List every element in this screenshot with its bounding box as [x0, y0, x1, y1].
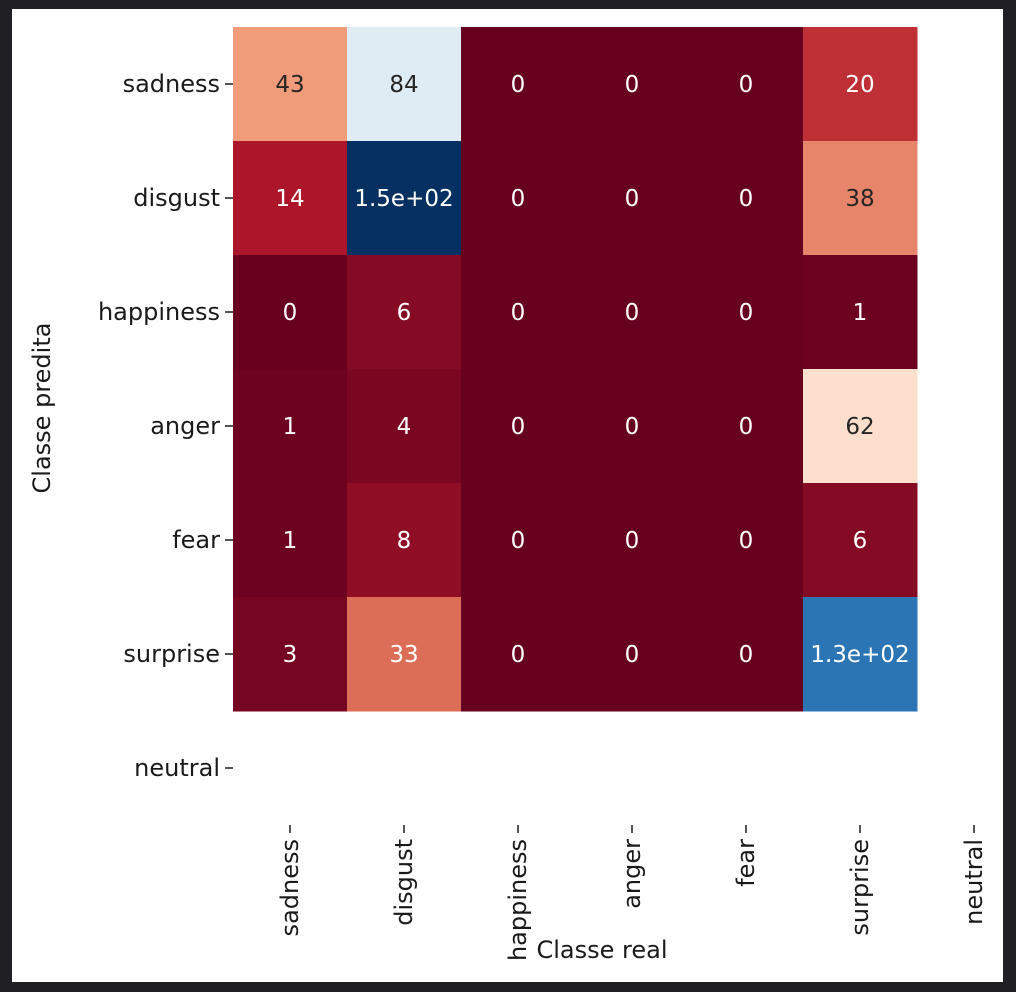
cell-value-label: 0: [283, 300, 298, 326]
y-tick-label-sadness: sadness: [123, 70, 220, 98]
heatmap-cell-surprise-sadness: [233, 597, 348, 712]
y-tick-label-neutral: neutral: [134, 754, 220, 782]
heatmap-cell-disgust-disgust: [347, 141, 462, 256]
cell-value-label: 0: [739, 642, 754, 668]
cell-value-label: 6: [853, 528, 868, 554]
x-tick-label-surprise: surprise: [846, 839, 874, 936]
cell-value-label: 0: [511, 642, 526, 668]
heatmap-cell-anger-disgust: [347, 369, 462, 484]
cell-value-label: 84: [389, 72, 418, 98]
x-tick-label-disgust: disgust: [390, 839, 418, 926]
heatmap-cell-disgust-sadness: [233, 141, 348, 256]
cell-value-label: 20: [845, 72, 874, 98]
cell-value-label: 0: [511, 528, 526, 554]
y-tick-label-disgust: disgust: [133, 184, 220, 212]
heatmap-cell-disgust-anger: [575, 141, 690, 256]
cell-value-label: 1.3e+02: [810, 642, 909, 668]
heatmap-cell-anger-fear: [689, 369, 804, 484]
y-axis-label: Classe predita: [28, 323, 56, 494]
heatmap-cell-fear-surprise: [803, 483, 918, 598]
heatmap-cell-sadness-happiness: [461, 27, 576, 142]
heatmap-cell-surprise-surprise: [803, 597, 918, 712]
heatmap-cell-fear-fear: [689, 483, 804, 598]
cell-value-label: 62: [845, 414, 874, 440]
heatmap-cell-surprise-disgust: [347, 597, 462, 712]
y-tick-label-fear: fear: [172, 526, 220, 554]
cell-value-label: 1.5e+02: [354, 186, 453, 212]
heatmap-cell-happiness-surprise: [803, 255, 918, 370]
chart-canvas: 43 84 0 0 0 20 14 1.5e+02 0 0 0 38 0 6 0 0 0 1 1 4 0 0 0 62 1 8 0 0…: [12, 9, 1003, 982]
cell-value-label: 6: [397, 300, 412, 326]
cell-value-label: 0: [739, 414, 754, 440]
cell-value-label: 38: [845, 186, 874, 212]
heatmap-cell-sadness-sadness: [233, 27, 348, 142]
heatmap-cell-anger-anger: [575, 369, 690, 484]
y-tick-label-happiness: happiness: [98, 298, 220, 326]
y-tick-label-anger: anger: [150, 412, 220, 440]
cell-value-label: 0: [625, 414, 640, 440]
heatmap-cell-fear-anger: [575, 483, 690, 598]
cell-value-label: 0: [739, 300, 754, 326]
heatmap-cell-fear-disgust: [347, 483, 462, 598]
cell-value-label: 4: [397, 414, 412, 440]
cell-value-label: 0: [625, 642, 640, 668]
cell-value-label: 1: [283, 414, 298, 440]
heatmap-cell-fear-sadness: [233, 483, 348, 598]
x-tick-label-happiness: happiness: [504, 839, 532, 961]
cell-value-label: 0: [739, 528, 754, 554]
cell-value-label: 0: [625, 300, 640, 326]
heatmap-cell-sadness-surprise: [803, 27, 918, 142]
x-tick-label-sadness: sadness: [276, 839, 304, 936]
heatmap-cell-happiness-fear: [689, 255, 804, 370]
cell-value-label: 0: [511, 72, 526, 98]
heatmap-cell-surprise-fear: [689, 597, 804, 712]
cell-value-label: 1: [853, 300, 868, 326]
cell-value-label: 0: [511, 300, 526, 326]
cell-value-label: 43: [275, 72, 304, 98]
heatmap-cell-surprise-anger: [575, 597, 690, 712]
cell-value-label: 0: [625, 186, 640, 212]
cell-value-label: 3: [283, 642, 298, 668]
heatmap-cell-happiness-sadness: [233, 255, 348, 370]
cell-value-label: 0: [511, 414, 526, 440]
heatmap-cell-fear-happiness: [461, 483, 576, 598]
x-tick-label-neutral: neutral: [960, 839, 988, 925]
heatmap-cell-happiness-anger: [575, 255, 690, 370]
y-tick-label-surprise: surprise: [123, 640, 220, 668]
heatmap-cell-surprise-happiness: [461, 597, 576, 712]
x-axis-label: Classe real: [536, 936, 667, 964]
heatmap-cell-sadness-anger: [575, 27, 690, 142]
heatmap-cell-sadness-fear: [689, 27, 804, 142]
heatmap-cell-disgust-happiness: [461, 141, 576, 256]
cell-value-label: 1: [283, 528, 298, 554]
heatmap-cell-happiness-happiness: [461, 255, 576, 370]
heatmap-cell-anger-sadness: [233, 369, 348, 484]
cell-value-label: 0: [625, 72, 640, 98]
x-tick-label-anger: anger: [618, 839, 646, 909]
cell-value-label: 0: [739, 72, 754, 98]
heatmap-cell-disgust-fear: [689, 141, 804, 256]
cell-value-label: 0: [625, 528, 640, 554]
heatmap-cell-happiness-disgust: [347, 255, 462, 370]
cell-value-label: 14: [275, 186, 304, 212]
cell-value-label: 0: [511, 186, 526, 212]
heatmap-cell-anger-surprise: [803, 369, 918, 484]
x-tick-label-fear: fear: [732, 839, 760, 887]
heatmap-cell-anger-happiness: [461, 369, 576, 484]
heatmap-cell-sadness-disgust: [347, 27, 462, 142]
heatmap-cell-disgust-surprise: [803, 141, 918, 256]
cell-value-label: 0: [739, 186, 754, 212]
cell-value-label: 8: [397, 528, 412, 554]
cell-value-label: 33: [389, 642, 418, 668]
